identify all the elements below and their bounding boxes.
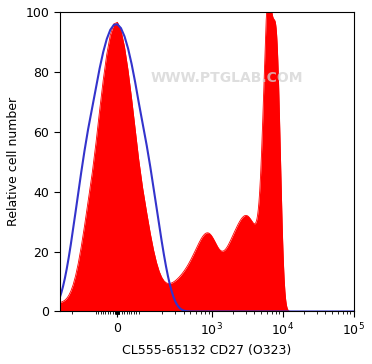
- Text: WWW.PTGLAB.COM: WWW.PTGLAB.COM: [151, 71, 304, 85]
- X-axis label: CL555-65132 CD27 (O323): CL555-65132 CD27 (O323): [122, 344, 291, 357]
- Y-axis label: Relative cell number: Relative cell number: [7, 97, 20, 226]
